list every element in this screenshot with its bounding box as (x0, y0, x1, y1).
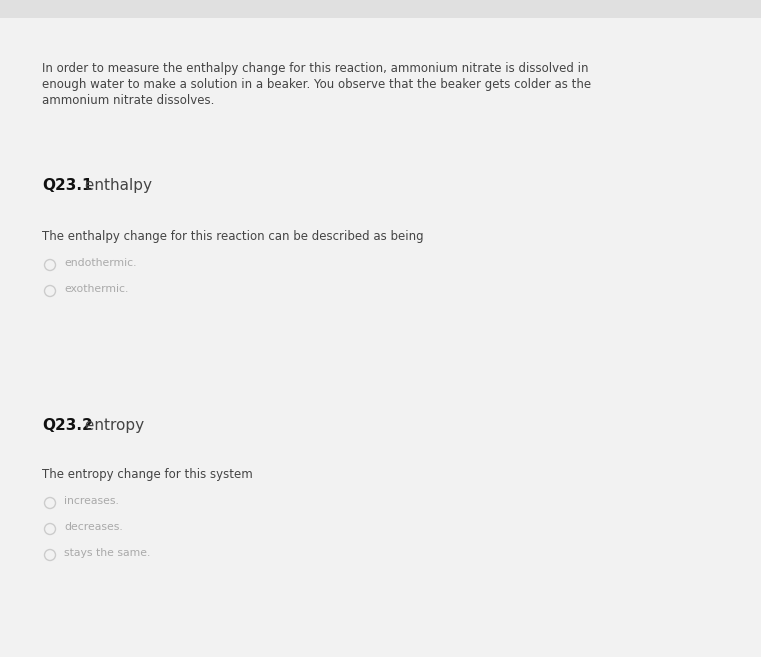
FancyBboxPatch shape (0, 0, 761, 18)
Text: The enthalpy change for this reaction can be described as being: The enthalpy change for this reaction ca… (42, 230, 424, 243)
Text: exothermic.: exothermic. (64, 284, 129, 294)
Text: Q23.2: Q23.2 (42, 418, 93, 433)
Text: stays the same.: stays the same. (64, 548, 151, 558)
Text: enough water to make a solution in a beaker. You observe that the beaker gets co: enough water to make a solution in a bea… (42, 78, 591, 91)
Text: decreases.: decreases. (64, 522, 123, 532)
Text: ammonium nitrate dissolves.: ammonium nitrate dissolves. (42, 94, 215, 107)
Text: In order to measure the enthalpy change for this reaction, ammonium nitrate is d: In order to measure the enthalpy change … (42, 62, 588, 75)
Text: The entropy change for this system: The entropy change for this system (42, 468, 253, 481)
Text: enthalpy: enthalpy (80, 178, 152, 193)
Text: entropy: entropy (80, 418, 144, 433)
Text: Q23.1: Q23.1 (42, 178, 93, 193)
Text: increases.: increases. (64, 496, 119, 506)
Text: endothermic.: endothermic. (64, 258, 136, 268)
